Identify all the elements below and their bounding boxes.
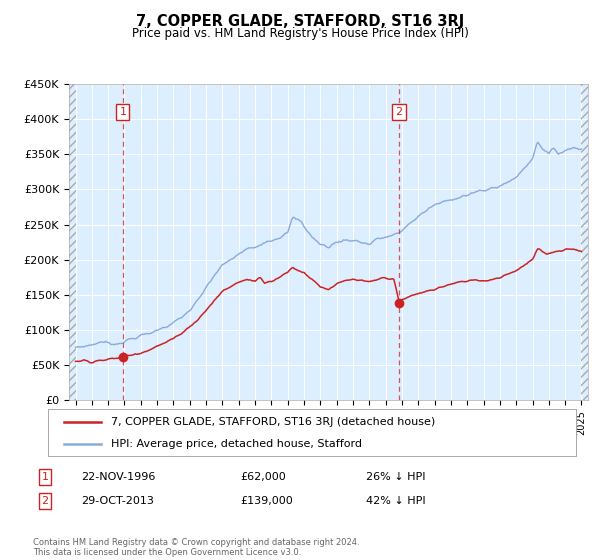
Text: 7, COPPER GLADE, STAFFORD, ST16 3RJ: 7, COPPER GLADE, STAFFORD, ST16 3RJ bbox=[136, 14, 464, 29]
Text: Contains HM Land Registry data © Crown copyright and database right 2024.
This d: Contains HM Land Registry data © Crown c… bbox=[33, 538, 359, 557]
Text: 1: 1 bbox=[41, 472, 49, 482]
Text: 26% ↓ HPI: 26% ↓ HPI bbox=[366, 472, 425, 482]
Text: 42% ↓ HPI: 42% ↓ HPI bbox=[366, 496, 425, 506]
Text: 22-NOV-1996: 22-NOV-1996 bbox=[81, 472, 155, 482]
Text: 2: 2 bbox=[395, 107, 403, 117]
Text: £62,000: £62,000 bbox=[240, 472, 286, 482]
Text: 2: 2 bbox=[41, 496, 49, 506]
Text: HPI: Average price, detached house, Stafford: HPI: Average price, detached house, Staf… bbox=[112, 438, 362, 449]
Text: 7, COPPER GLADE, STAFFORD, ST16 3RJ (detached house): 7, COPPER GLADE, STAFFORD, ST16 3RJ (det… bbox=[112, 417, 436, 427]
Bar bbox=[581, 84, 588, 400]
Text: 1: 1 bbox=[119, 107, 127, 117]
Bar bbox=[69, 84, 76, 400]
Text: £139,000: £139,000 bbox=[240, 496, 293, 506]
Text: 29-OCT-2013: 29-OCT-2013 bbox=[81, 496, 154, 506]
Text: Price paid vs. HM Land Registry's House Price Index (HPI): Price paid vs. HM Land Registry's House … bbox=[131, 27, 469, 40]
